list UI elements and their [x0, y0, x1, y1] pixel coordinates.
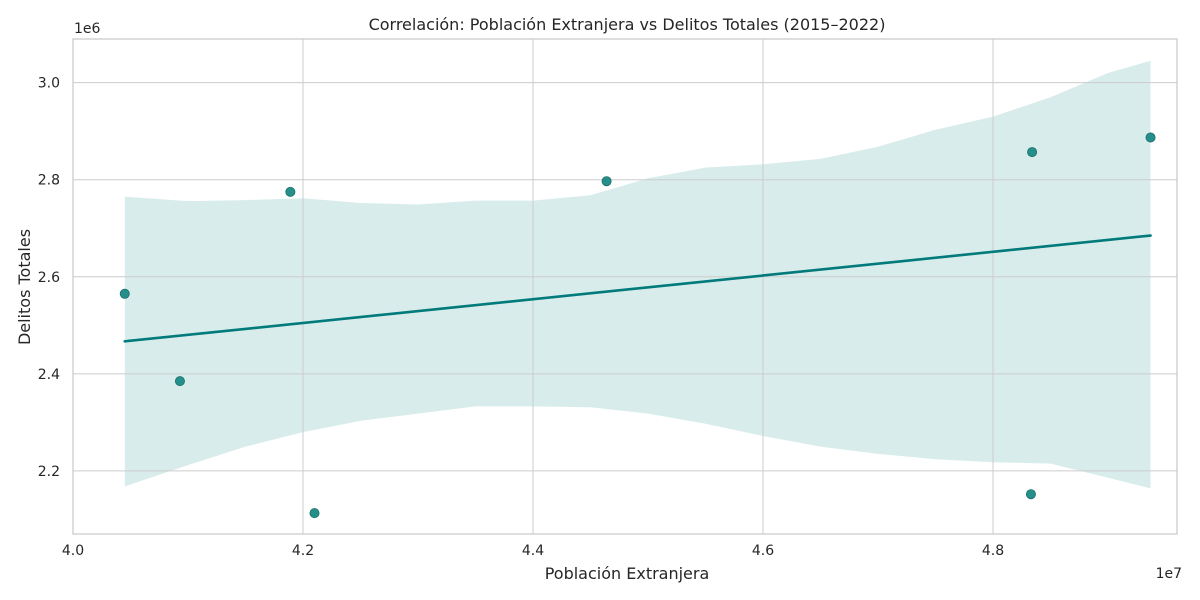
data-point — [1145, 132, 1156, 143]
tick-labels-layer: 4.0 4.2 4.4 4.6 4.8 2.2 2.4 2.6 2.8 3.0 — [38, 76, 1004, 559]
y-tick-label: 3.0 — [38, 76, 60, 92]
regression-line-layer — [123, 234, 1152, 343]
data-point — [119, 288, 130, 299]
data-point — [1027, 147, 1038, 158]
data-point — [285, 186, 296, 197]
data-point — [174, 376, 185, 387]
x-tick-label: 4.8 — [982, 543, 1004, 559]
plot-frame — [72, 38, 1178, 535]
y-tick-label: 2.2 — [38, 464, 60, 480]
confidence-band — [124, 60, 1151, 489]
data-point — [309, 508, 320, 519]
x-axis-offset-label: 1e7 — [1156, 566, 1182, 582]
x-tick-label: 4.0 — [62, 543, 84, 559]
x-tick-label: 4.4 — [522, 543, 544, 559]
regression-line — [123, 234, 1152, 343]
data-points-layer — [119, 132, 1156, 519]
y-axis-offset-label: 1e6 — [74, 21, 101, 37]
x-tick-label: 4.6 — [752, 543, 774, 559]
x-tick-label: 4.2 — [292, 543, 314, 559]
y-tick-label: 2.8 — [38, 173, 60, 189]
data-point — [601, 176, 612, 187]
axes-frame — [72, 38, 1178, 535]
confidence-band-layer — [124, 60, 1151, 489]
x-axis-label: Población Extranjera — [545, 564, 710, 583]
y-axis-label: Delitos Totales — [15, 229, 34, 345]
chart-title: Correlación: Población Extranjera vs Del… — [369, 15, 886, 34]
y-tick-label: 2.4 — [38, 367, 60, 383]
data-point — [1025, 489, 1036, 500]
y-tick-label: 2.6 — [38, 270, 60, 286]
